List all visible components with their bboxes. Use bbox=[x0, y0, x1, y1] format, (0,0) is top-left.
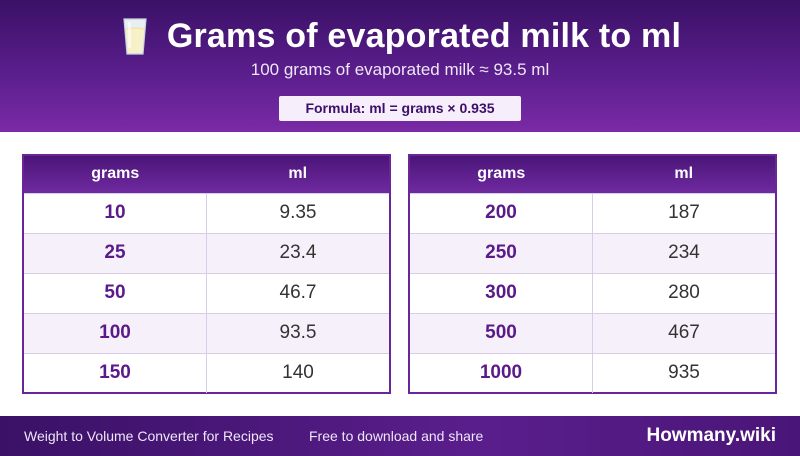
ml-cell: 46.7 bbox=[206, 272, 389, 313]
grams-cell: 500 bbox=[410, 312, 593, 353]
table-row: 200 187 bbox=[410, 192, 775, 233]
table-row: 25 23.4 bbox=[24, 232, 389, 273]
ml-cell: 467 bbox=[592, 312, 775, 353]
ml-cell: 93.5 bbox=[206, 312, 389, 353]
page-subtitle: 100 grams of evaporated milk ≈ 93.5 ml bbox=[250, 60, 550, 79]
conversion-table-right: grams ml 200 187 250 234 300 280 500 467 bbox=[408, 154, 777, 394]
table-row: 250 234 bbox=[410, 232, 775, 273]
table-header-row: grams ml bbox=[24, 156, 389, 193]
brand-logo-text[interactable]: Howmany.wiki bbox=[646, 425, 776, 446]
grams-cell: 150 bbox=[24, 352, 207, 393]
grams-cell: 200 bbox=[410, 192, 593, 233]
title-row: Grams of evaporated milk to ml bbox=[0, 14, 800, 58]
formula-badge: Formula: ml = grams × 0.935 bbox=[279, 96, 521, 121]
table-row: 1000 935 bbox=[410, 352, 775, 393]
grams-cell: 300 bbox=[410, 272, 593, 313]
column-header-grams: grams bbox=[24, 156, 207, 193]
ml-cell: 935 bbox=[592, 352, 775, 393]
footer-share-note: Free to download and share bbox=[309, 428, 484, 444]
table-row: 300 280 bbox=[410, 272, 775, 313]
table-row: 150 140 bbox=[24, 352, 389, 393]
conversion-table-left: grams ml 10 9.35 25 23.4 50 46.7 100 93.… bbox=[22, 154, 391, 394]
table-row: 10 9.35 bbox=[24, 192, 389, 233]
column-header-grams: grams bbox=[410, 156, 593, 193]
ml-cell: 23.4 bbox=[206, 232, 389, 273]
table-row: 50 46.7 bbox=[24, 272, 389, 313]
ml-cell: 9.35 bbox=[206, 192, 389, 233]
ml-cell: 140 bbox=[206, 352, 389, 393]
milk-glass-icon bbox=[119, 16, 151, 56]
grams-cell: 100 bbox=[24, 312, 207, 353]
header: Grams of evaporated milk to ml 100 grams… bbox=[0, 0, 800, 132]
column-header-ml: ml bbox=[592, 156, 775, 193]
table-header-row: grams ml bbox=[410, 156, 775, 193]
table-row: 500 467 bbox=[410, 312, 775, 353]
table-row: 100 93.5 bbox=[24, 312, 389, 353]
footer-tagline: Weight to Volume Converter for Recipes bbox=[24, 428, 274, 444]
footer: Weight to Volume Converter for Recipes F… bbox=[0, 416, 800, 456]
grams-cell: 25 bbox=[24, 232, 207, 273]
grams-cell: 50 bbox=[24, 272, 207, 313]
column-header-ml: ml bbox=[206, 156, 389, 193]
grams-cell: 10 bbox=[24, 192, 207, 233]
page-title: Grams of evaporated milk to ml bbox=[166, 16, 682, 55]
grams-cell: 1000 bbox=[410, 352, 593, 393]
grams-cell: 250 bbox=[410, 232, 593, 273]
ml-cell: 280 bbox=[592, 272, 775, 313]
ml-cell: 187 bbox=[592, 192, 775, 233]
ml-cell: 234 bbox=[592, 232, 775, 273]
